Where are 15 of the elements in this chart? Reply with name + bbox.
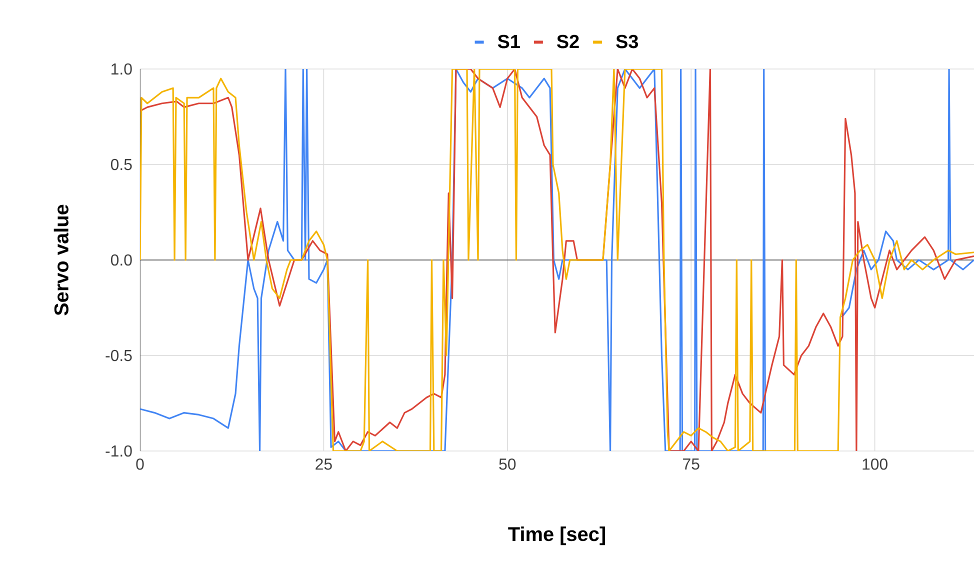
legend-label: S1: [498, 34, 520, 48]
y-tick-label: 0.0: [110, 254, 132, 266]
x-axis-title: Time [sec]: [508, 526, 605, 546]
y-tick-label: 1.0: [112, 63, 132, 75]
y-tick-label: -0.5: [106, 350, 132, 362]
x-tick-label: 25: [316, 458, 332, 470]
x-tick-label: 50: [499, 458, 516, 470]
y-axis-title: Servo value: [54, 204, 68, 316]
x-tick-label: 0: [136, 458, 144, 470]
legend-label: S2: [556, 34, 579, 48]
x-tick-label: 100: [862, 458, 888, 470]
y-tick-label: 0.5: [110, 158, 132, 170]
y-tick-label: -1.0: [106, 445, 132, 457]
legend-label: S3: [616, 34, 638, 48]
x-tick-label: 75: [683, 458, 700, 470]
